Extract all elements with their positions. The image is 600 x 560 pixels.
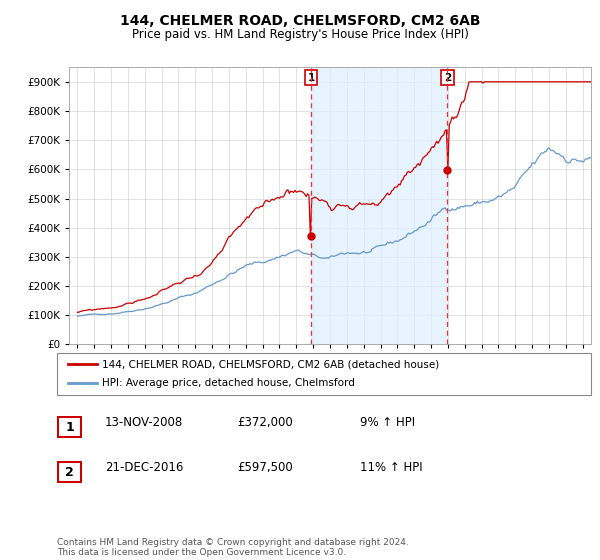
Text: 9% ↑ HPI: 9% ↑ HPI: [360, 416, 415, 430]
Text: Contains HM Land Registry data © Crown copyright and database right 2024.
This d: Contains HM Land Registry data © Crown c…: [57, 538, 409, 557]
Text: 21-DEC-2016: 21-DEC-2016: [105, 461, 184, 474]
Text: 144, CHELMER ROAD, CHELMSFORD, CM2 6AB (detached house): 144, CHELMER ROAD, CHELMSFORD, CM2 6AB (…: [103, 359, 440, 369]
Text: 1: 1: [307, 73, 314, 83]
Text: HPI: Average price, detached house, Chelmsford: HPI: Average price, detached house, Chel…: [103, 379, 355, 389]
Text: 2: 2: [444, 73, 451, 83]
Text: £597,500: £597,500: [237, 461, 293, 474]
Text: 11% ↑ HPI: 11% ↑ HPI: [360, 461, 422, 474]
Text: 1: 1: [65, 421, 74, 434]
Bar: [311, 67, 448, 344]
Text: Price paid vs. HM Land Registry's House Price Index (HPI): Price paid vs. HM Land Registry's House …: [131, 28, 469, 41]
Text: 13-NOV-2008: 13-NOV-2008: [105, 416, 183, 430]
Text: £372,000: £372,000: [237, 416, 293, 430]
Text: 2: 2: [65, 465, 74, 479]
Text: 144, CHELMER ROAD, CHELMSFORD, CM2 6AB: 144, CHELMER ROAD, CHELMSFORD, CM2 6AB: [120, 14, 480, 28]
